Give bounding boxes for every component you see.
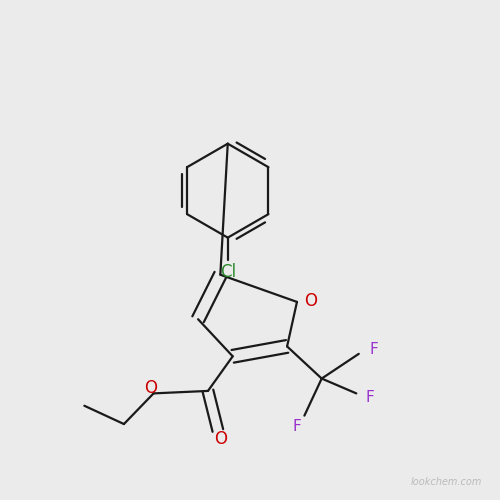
- Text: F: F: [292, 419, 302, 434]
- Text: O: O: [144, 380, 158, 398]
- Text: lookchem.com: lookchem.com: [411, 478, 482, 488]
- Text: F: F: [369, 342, 378, 357]
- Text: O: O: [214, 430, 227, 448]
- Text: O: O: [304, 292, 318, 310]
- Text: F: F: [366, 390, 374, 405]
- Text: Cl: Cl: [220, 263, 236, 281]
